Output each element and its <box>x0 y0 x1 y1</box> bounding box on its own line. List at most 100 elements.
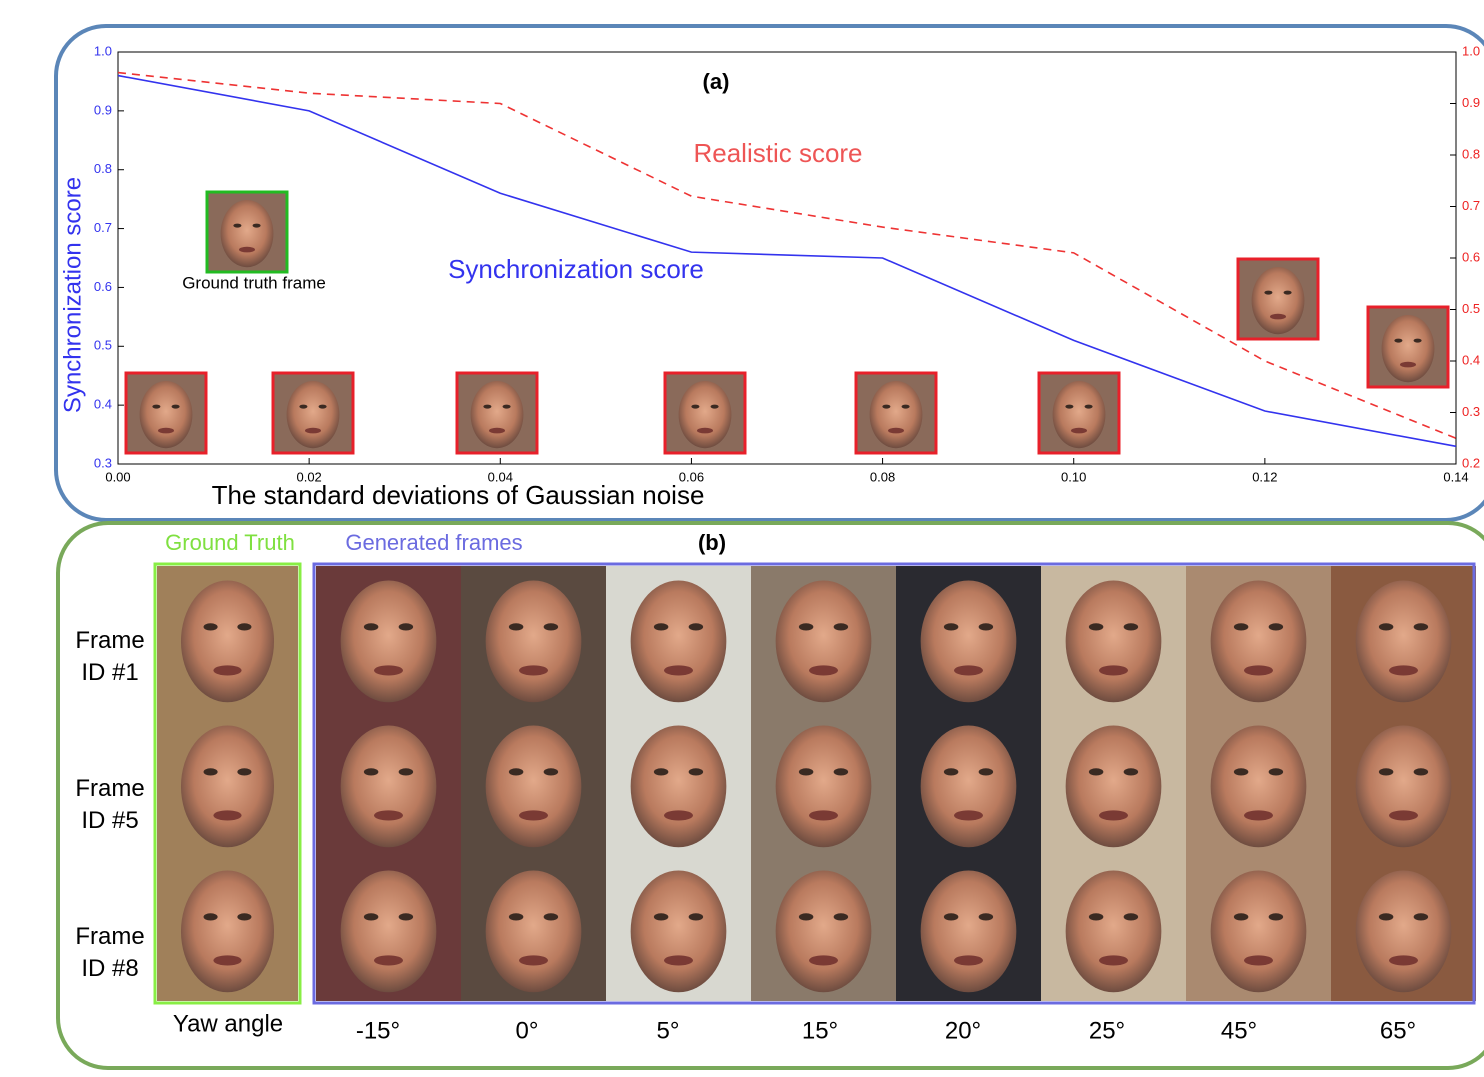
y2-tick-label: 0.4 <box>1462 352 1480 367</box>
angle-label: 15° <box>802 1017 838 1044</box>
eye <box>834 768 849 775</box>
y-tick-label: 0.6 <box>94 279 112 294</box>
mouth <box>1071 428 1087 434</box>
face-shape <box>776 726 872 848</box>
face-image <box>461 566 606 711</box>
eye <box>689 913 704 920</box>
eye <box>799 913 814 920</box>
face-shape <box>486 871 582 993</box>
face-image <box>751 856 896 1001</box>
y2-tick-label: 1.0 <box>1462 43 1480 58</box>
eye <box>979 768 994 775</box>
mouth <box>954 810 983 820</box>
eye <box>1065 405 1073 409</box>
mouth <box>158 428 174 434</box>
mouth <box>213 955 241 965</box>
mouth <box>519 955 548 965</box>
ground-truth-label: Ground Truth <box>165 530 295 555</box>
eye <box>1085 405 1093 409</box>
face-shape <box>287 381 340 448</box>
eye <box>319 405 327 409</box>
face-image <box>1368 307 1448 387</box>
eye <box>399 913 414 920</box>
y-tick-label: 0.8 <box>94 161 112 176</box>
angle-label: 45° <box>1221 1017 1257 1044</box>
mouth <box>305 428 321 434</box>
eye <box>172 405 180 409</box>
eye <box>711 405 719 409</box>
figure: (a) The standard deviations of Gaussian … <box>0 0 1484 1072</box>
face-image <box>896 566 1041 711</box>
eye <box>364 623 379 630</box>
eye <box>237 768 251 775</box>
eye <box>1269 623 1284 630</box>
angle-label: 25° <box>1089 1017 1125 1044</box>
face-shape <box>1053 381 1106 448</box>
eye <box>299 405 307 409</box>
row-label: FrameID #5 <box>75 775 144 834</box>
face-image <box>273 373 353 453</box>
mouth <box>697 428 713 434</box>
face-shape <box>1356 871 1452 993</box>
eye <box>509 768 524 775</box>
mouth <box>1099 810 1128 820</box>
y2-tick-label: 0.3 <box>1462 404 1480 419</box>
mouth <box>809 665 838 675</box>
eye <box>1124 913 1139 920</box>
face-image <box>1186 566 1331 711</box>
face-shape <box>631 871 727 993</box>
mouth <box>374 665 403 675</box>
eye <box>979 623 994 630</box>
angle-label: 20° <box>945 1017 981 1044</box>
face-image <box>157 711 298 856</box>
mouth <box>1400 362 1416 368</box>
angle-label: -15° <box>356 1017 400 1044</box>
eye <box>544 913 559 920</box>
face-shape <box>1252 267 1305 334</box>
angle-label: 5° <box>657 1017 680 1044</box>
mouth <box>489 428 505 434</box>
face-shape <box>1211 581 1307 703</box>
mouth <box>809 955 838 965</box>
eye <box>1089 913 1104 920</box>
face-image <box>751 566 896 711</box>
mouth <box>664 665 693 675</box>
mouth <box>1389 810 1418 820</box>
face-image <box>461 856 606 1001</box>
y2-tick-label: 0.8 <box>1462 146 1480 161</box>
eye <box>882 405 890 409</box>
face-image <box>606 711 751 856</box>
face-image <box>157 566 298 711</box>
mouth <box>954 665 983 675</box>
eye <box>944 623 959 630</box>
mouth <box>1099 665 1128 675</box>
series-label: Synchronization score <box>448 254 704 284</box>
face-image <box>1238 259 1318 339</box>
mouth <box>374 810 403 820</box>
x-tick-label: 0.04 <box>488 469 513 484</box>
eye <box>834 623 849 630</box>
mouth <box>664 810 693 820</box>
mouth <box>888 428 904 434</box>
eye <box>253 224 261 228</box>
face-image <box>606 856 751 1001</box>
eye <box>1234 768 1249 775</box>
eye <box>503 405 511 409</box>
eye <box>1394 339 1402 343</box>
eye <box>509 913 524 920</box>
face-image <box>1186 711 1331 856</box>
y-tick-label: 1.0 <box>94 43 112 58</box>
face-shape <box>486 726 582 848</box>
eye <box>944 913 959 920</box>
face-shape <box>1356 581 1452 703</box>
face-shape <box>921 581 1017 703</box>
face-shape <box>1066 871 1162 993</box>
face-shape <box>486 581 582 703</box>
eye <box>204 623 218 630</box>
x-tick-label: 0.12 <box>1252 469 1277 484</box>
face-image <box>157 856 298 1001</box>
eye <box>689 768 704 775</box>
face-image <box>1041 856 1186 1001</box>
eye <box>399 623 414 630</box>
face-shape <box>1211 871 1307 993</box>
